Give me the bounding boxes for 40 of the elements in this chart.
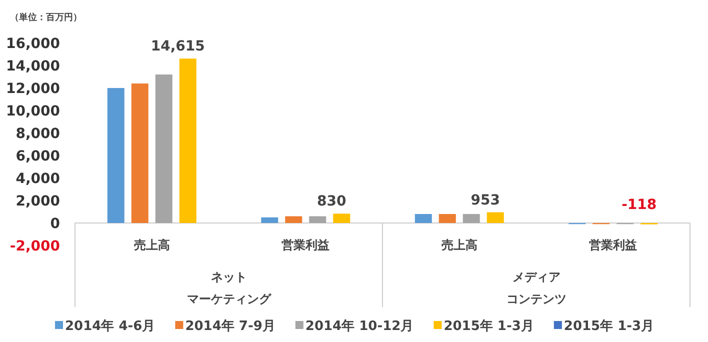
y-tick-label: 6,000 bbox=[16, 148, 60, 164]
bar bbox=[155, 74, 172, 223]
text: コンテンツ bbox=[506, 292, 566, 306]
text: マーケティング bbox=[186, 292, 272, 306]
legend-label: 2015年 1-3月 bbox=[564, 319, 654, 334]
y-tick-label: 10,000 bbox=[6, 104, 60, 120]
bar bbox=[309, 216, 326, 223]
bar bbox=[179, 58, 196, 223]
bar bbox=[261, 217, 278, 223]
legend-label: 2015年 1-3月 bbox=[444, 319, 534, 334]
legend-label: 2014年 4-6月 bbox=[65, 319, 156, 334]
y-tick-label: 14,000 bbox=[6, 58, 60, 74]
data-label: -118 bbox=[622, 197, 657, 213]
x-tick-label: 営業利益 bbox=[282, 238, 330, 252]
bar bbox=[107, 88, 124, 223]
bar bbox=[486, 212, 504, 223]
legend-label: 2014年 7-9月 bbox=[185, 319, 276, 334]
data-label: 953 bbox=[470, 192, 500, 208]
y-tick-label: 4,000 bbox=[16, 171, 60, 187]
y-tick-label: -2,000 bbox=[10, 238, 60, 254]
y-tick-label: 0 bbox=[50, 216, 60, 232]
y-tick-label: 12,000 bbox=[6, 81, 60, 97]
bar bbox=[131, 84, 148, 223]
x-tick-label: 売上高 bbox=[441, 238, 478, 252]
data-label: 830 bbox=[317, 194, 346, 210]
bar bbox=[438, 214, 456, 223]
x-tick-label: 売上高 bbox=[134, 238, 170, 252]
y-tick-label: 16,000 bbox=[6, 36, 60, 52]
y-tick-label: 2,000 bbox=[16, 194, 60, 210]
y-axis-title: （単位：百万円） bbox=[10, 12, 82, 23]
bar bbox=[462, 214, 480, 223]
legend-label: 2014年 10-12月 bbox=[305, 319, 414, 334]
x-tick-label: 営業利益 bbox=[589, 238, 638, 252]
bar bbox=[285, 216, 302, 223]
bar bbox=[333, 214, 350, 223]
text: ネット bbox=[210, 270, 247, 284]
bar bbox=[414, 214, 432, 223]
y-tick-label: 8,000 bbox=[16, 126, 60, 142]
text: メディア bbox=[512, 270, 560, 284]
data-label: 14,615 bbox=[150, 38, 205, 55]
